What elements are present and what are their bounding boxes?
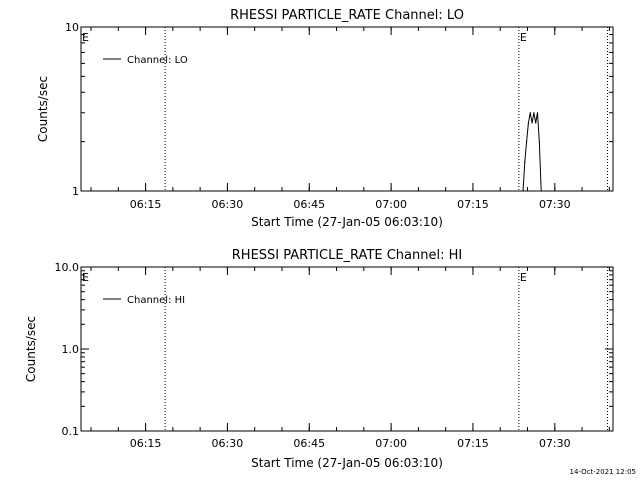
chart-0-xlabel: Start Time (27-Jan-05 06:03:10) xyxy=(251,215,443,229)
chart-1-panel: RHESSI PARTICLE_RATE Channel: HI E E 06:15 0… xyxy=(24,248,614,470)
chart-0-xtick-label-5: 07:30 xyxy=(539,198,571,211)
chart-1-xtick-label-5: 07:30 xyxy=(539,437,571,450)
chart-0-xtick-label-0: 06:15 xyxy=(130,198,162,211)
chart-1-xtick-label-0: 06:15 xyxy=(130,437,162,450)
chart-1-ylabel: Counts/sec xyxy=(24,316,38,382)
chart-1-xtick-label-2: 06:45 xyxy=(293,437,325,450)
chart-0-ylabel: Counts/sec xyxy=(36,76,50,142)
chart-0-series-0-point-8 xyxy=(536,112,539,114)
chart-0-series-0-point-9 xyxy=(538,141,540,143)
chart-1-ytick-label-0: 0.1 xyxy=(62,425,80,438)
chart-0-axes-frame xyxy=(80,26,614,192)
chart-0-series-0-point-3 xyxy=(527,122,530,124)
chart-0-marker-label-2: E xyxy=(520,31,527,44)
chart-1-xlabel: Start Time (27-Jan-05 06:03:10) xyxy=(251,456,443,470)
chart-0-xtick-label-1: 06:30 xyxy=(212,198,244,211)
chart-1-xtick-label-1: 06:30 xyxy=(212,437,244,450)
chart-0-xtick-label-4: 07:15 xyxy=(457,198,489,211)
chart-1-title: RHESSI PARTICLE_RATE Channel: HI xyxy=(232,248,462,263)
chart-1-ytick-label-1: 1.0 xyxy=(62,343,80,356)
chart-0-ytick-label-1: 10 xyxy=(65,21,79,34)
chart-0-series-0-point-2 xyxy=(526,141,528,143)
chart-0-xtick-label-3: 07:00 xyxy=(375,198,407,211)
chart-0-series-0-point-0 xyxy=(522,190,524,192)
chart-1-legend-label-0: Channel: HI xyxy=(127,295,185,306)
footer-timestamp: 14-Oct-2021 12:05 xyxy=(570,468,636,476)
chart-1-ytick-label-2: 10.0 xyxy=(55,261,80,274)
chart-1-xtick-label-3: 07:00 xyxy=(375,437,407,450)
chart-0-title: RHESSI PARTICLE_RATE Channel: LO xyxy=(230,8,464,23)
chart-0-series-0-point-1 xyxy=(524,161,526,163)
chart-0-series-0-point-5 xyxy=(531,122,533,124)
chart-0-xtick-label-2: 06:45 xyxy=(293,198,325,211)
chart-0-panel: RHESSI PARTICLE_RATE Channel: LO E E 06:15 0… xyxy=(36,8,614,229)
chart-0-series-0-point-6 xyxy=(533,112,535,114)
chart-0-series-0-point-10 xyxy=(540,190,542,192)
chart-0-legend-label-0: Channel: LO xyxy=(127,55,188,66)
chart-0-ytick-label-0: 1 xyxy=(72,185,79,198)
chart-1-marker-label-2: E xyxy=(520,271,527,284)
chart-1-xtick-label-4: 07:15 xyxy=(457,437,489,450)
chart-0-series-0-point-4 xyxy=(529,112,531,114)
chart-0-series-0-point-7 xyxy=(535,122,537,124)
chart-0-marker-label-0: E xyxy=(82,31,89,44)
chart-1-marker-label-0: E xyxy=(82,271,89,284)
